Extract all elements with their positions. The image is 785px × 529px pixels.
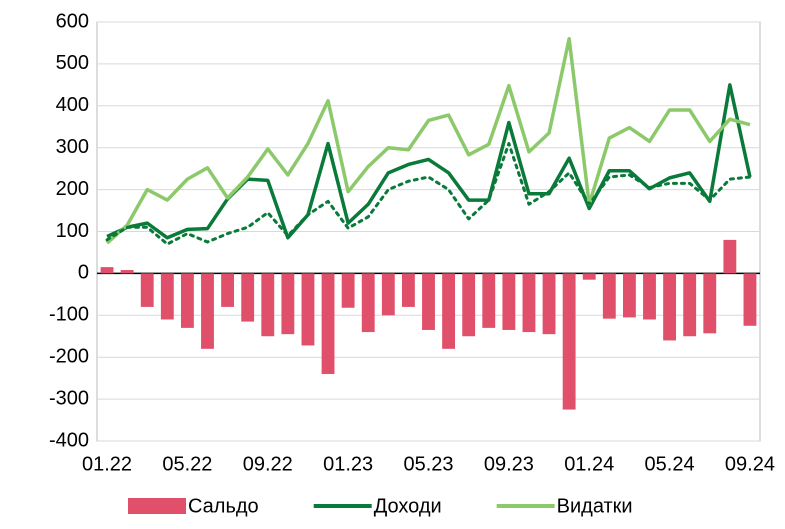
line [105, 142, 752, 246]
bar [221, 273, 235, 307]
bar [301, 273, 315, 346]
y-tick-label: -300 [49, 387, 89, 409]
y-tick-label: 0 [78, 262, 89, 284]
bar [100, 267, 114, 274]
y-tick-label: -200 [49, 345, 89, 367]
x-tick-label: 05.24 [645, 453, 695, 475]
y-tick-label: 500 [56, 52, 89, 74]
y-tick-label: 300 [56, 136, 89, 158]
bar [522, 273, 536, 333]
bar [261, 273, 275, 337]
x-tick-label: 09.24 [725, 453, 775, 475]
bar [683, 273, 697, 337]
bar [201, 273, 214, 349]
bar [462, 273, 476, 337]
bar [502, 273, 516, 330]
legend-swatch [128, 498, 186, 514]
bar [341, 273, 355, 308]
bar [160, 273, 174, 320]
bar [482, 273, 496, 328]
y-tick-label: 400 [56, 94, 89, 116]
legend-label: Видатки [557, 495, 633, 517]
bar [381, 273, 395, 316]
x-tick-label: 05.23 [403, 453, 453, 475]
legend-label: Доходи [374, 495, 442, 517]
bar [542, 273, 556, 335]
x-tick-label: 01.22 [82, 453, 132, 475]
bar [120, 270, 134, 274]
bar [622, 273, 636, 318]
bar [723, 239, 737, 274]
bar [663, 273, 677, 341]
x-tick-label: 01.24 [564, 453, 614, 475]
line [105, 37, 751, 245]
line [106, 83, 752, 240]
y-tick-label: 200 [56, 178, 89, 200]
bar [140, 273, 154, 307]
bar [602, 273, 616, 319]
bar [401, 273, 415, 307]
y-tick-label: -400 [49, 429, 89, 451]
y-tick-label: 100 [56, 220, 89, 242]
bar [743, 273, 757, 326]
bar [281, 273, 295, 335]
x-tick-label: 09.23 [484, 453, 534, 475]
x-tick-label: 01.23 [323, 453, 373, 475]
bar [321, 273, 335, 374]
legend-label: Сальдо [188, 495, 259, 517]
x-tick-label: 09.22 [243, 453, 293, 475]
bar [180, 273, 194, 328]
bar [562, 273, 576, 410]
bar [703, 273, 717, 334]
bar [241, 273, 255, 322]
x-tick-label: 05.22 [162, 453, 212, 475]
bar [582, 273, 596, 280]
bar [643, 273, 656, 320]
bar [442, 273, 456, 349]
y-tick-label: -100 [49, 304, 89, 326]
bar [422, 273, 435, 330]
y-tick-label: 600 [56, 10, 89, 32]
bar [361, 273, 375, 333]
